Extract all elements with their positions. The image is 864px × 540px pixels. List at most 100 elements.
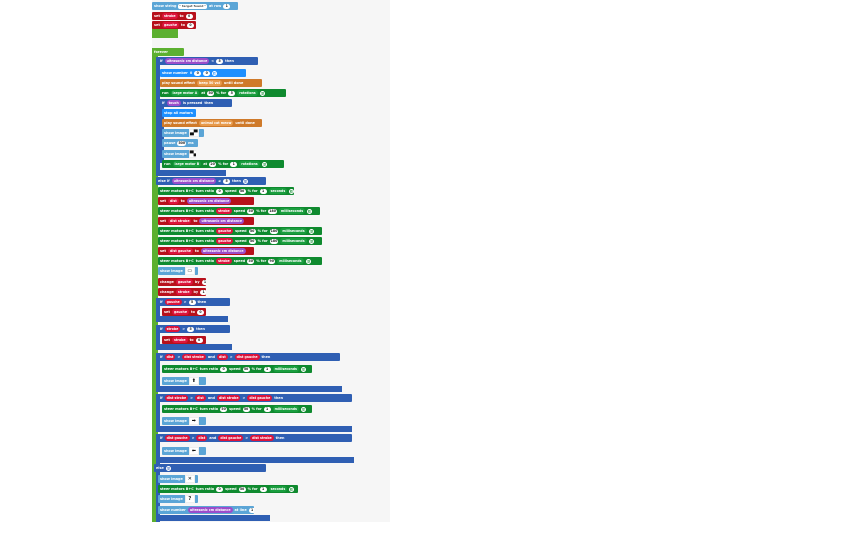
value-input[interactable]: 0 [203, 70, 211, 76]
dropdown-reporter[interactable]: milliseconds [280, 238, 307, 244]
variable-block[interactable]: set dist to ultrasonic cm distance [158, 197, 254, 205]
motor-block[interactable]: steer motors B+C turn ratio strobe speed 50%… [158, 257, 322, 265]
if-block[interactable]: if dist gauche > dist and dist gauche > dist st… [158, 434, 352, 442]
value-input[interactable]: 180 [269, 238, 279, 244]
dropdown-reporter[interactable]: touch [166, 100, 181, 106]
variable-block[interactable]: set dist strobe to ultrasonic cm distance [158, 217, 254, 225]
dropdown-reporter[interactable]: seconds [268, 188, 288, 194]
led-image-icon[interactable]: ➡ [188, 417, 199, 425]
collapse-icon[interactable]: ⊖ [242, 178, 248, 184]
value-input[interactable]: 5 [187, 326, 195, 332]
variable-block[interactable]: change strobe by 1 [158, 288, 206, 296]
value-input[interactable]: 50 [247, 258, 255, 264]
dropdown-reporter[interactable]: strobe [171, 337, 188, 343]
dropdown-reporter[interactable]: dist gauche [247, 395, 273, 401]
dropdown-reporter[interactable]: dist gauche [218, 435, 244, 441]
if-block[interactable]: if dist > dist strobe and dist > dist gauche the… [158, 353, 340, 361]
value-input[interactable]: 50 [242, 406, 250, 412]
collapse-icon[interactable]: ⊖ [259, 90, 265, 96]
dropdown-reporter[interactable]: ultrasonic cm distance [186, 198, 232, 204]
collapse-icon[interactable]: ⊖ [307, 208, 313, 214]
forever-block[interactable]: forever [152, 48, 184, 56]
if-block[interactable]: if ultrasonic cm distance <5 then [158, 57, 258, 65]
if-block[interactable]: if strobe >5 then [158, 325, 230, 333]
dropdown-reporter[interactable]: dist [216, 354, 228, 360]
value-input[interactable]: 5 [223, 178, 231, 184]
led-image-icon[interactable]: ▭ [184, 267, 195, 275]
basic-block[interactable]: show image ⬆ [162, 377, 206, 385]
value-input[interactable]: 5 [228, 90, 236, 96]
dropdown-reporter[interactable]: animal cat meow [198, 120, 234, 126]
dropdown-reporter[interactable]: strobe [161, 13, 178, 19]
variable-block[interactable]: change gauche by 1 [158, 278, 206, 286]
dropdown-reporter[interactable]: dist gauche [164, 435, 190, 441]
variable-block[interactable]: set gauche to 0 [152, 21, 196, 29]
dropdown-reporter[interactable]: large motor A [170, 90, 200, 96]
value-input[interactable]: 50 [220, 406, 228, 412]
led-image-icon[interactable]: ▀▄ [188, 150, 196, 158]
dropdown-reporter[interactable]: dist strobe [250, 435, 274, 441]
value-input[interactable]: 50 [248, 238, 256, 244]
value-input[interactable]: 50 [207, 90, 215, 96]
motor-block[interactable]: steer motors B+C turn ratio 50 speed 50% for… [162, 405, 312, 413]
dropdown-reporter[interactable]: dist strobe [182, 354, 206, 360]
variable-block[interactable]: set gauche to 0 [162, 308, 206, 316]
if-block[interactable]: if dist strobe > dist and dist strobe > dist ga… [158, 394, 352, 402]
basic-block[interactable]: show number ultrasonic cm distance at line… [158, 506, 254, 514]
value-input[interactable]: 0 [216, 486, 224, 492]
led-image-icon[interactable]: ✕ [184, 475, 195, 483]
value-input[interactable]: 0 [216, 188, 224, 194]
value-input[interactable]: 5 [188, 299, 196, 305]
variable-block[interactable]: set strobe to 0 [152, 12, 196, 20]
collapse-icon[interactable]: ⊖ [289, 188, 294, 194]
dropdown-reporter[interactable]: gauche [216, 238, 234, 244]
dropdown-reporter[interactable]: ultrasonic cm distance [187, 507, 233, 513]
if-block[interactable]: if gauche >5 then [158, 298, 230, 306]
dropdown-reporter[interactable]: milliseconds [272, 406, 299, 412]
value-input[interactable]: 50 [247, 208, 255, 214]
dropdown-reporter[interactable]: milliseconds [280, 228, 307, 234]
dropdown-reporter[interactable]: gauche [175, 279, 193, 285]
dropdown-reporter[interactable]: gauche [216, 228, 234, 234]
dropdown-reporter[interactable]: gauche [164, 299, 182, 305]
value-input[interactable]: 0 [220, 366, 228, 372]
value-input[interactable]: 180 [269, 228, 279, 234]
value-input[interactable]: 1 [259, 486, 267, 492]
motor-block[interactable]: steer motors B+C turn ratio strobe speed 50%… [158, 207, 320, 215]
collapse-icon[interactable]: ⊖ [261, 161, 267, 167]
value-input[interactable]: " target found " [178, 3, 207, 9]
value-input[interactable]: 1 [263, 406, 271, 412]
value-input[interactable]: 5 [216, 58, 224, 64]
dropdown-reporter[interactable]: dist gauche [234, 354, 260, 360]
value-input[interactable]: 1 [259, 188, 267, 194]
dropdown-reporter[interactable]: beep 50 vol [196, 80, 222, 86]
sound-block[interactable]: play sound effect beep 50 vol until done [160, 79, 262, 87]
value-input[interactable]: 1 [230, 161, 238, 167]
value-input[interactable]: 50 [238, 486, 246, 492]
collapse-icon[interactable]: ⊖ [165, 465, 171, 471]
expand-icon[interactable]: ⊕ [212, 70, 218, 76]
basic-block[interactable]: show image ▭ [158, 267, 198, 275]
value-input[interactable]: 1 [200, 289, 206, 295]
basic-block[interactable]: show image ▀▄ [162, 150, 196, 158]
value-input[interactable]: 90 [268, 258, 276, 264]
dropdown-reporter[interactable]: milliseconds [277, 258, 304, 264]
dropdown-reporter[interactable]: large motor B [172, 161, 202, 167]
collapse-icon[interactable]: ⊖ [308, 228, 314, 234]
basic-block[interactable]: pause 500 ms [162, 139, 198, 147]
basic-block[interactable]: show image ⬅ [162, 447, 206, 455]
value-input[interactable]: 0 [194, 70, 202, 76]
dropdown-reporter[interactable]: dist gauche [167, 248, 193, 254]
basic-block[interactable]: stop all motors [162, 109, 196, 117]
collapse-icon[interactable]: ⊖ [300, 406, 306, 412]
value-input[interactable]: 0 [196, 309, 204, 315]
basic-block[interactable]: show number 0 0 0 ⊕ [160, 69, 246, 77]
collapse-icon[interactable]: ⊖ [308, 238, 314, 244]
blocks-workspace[interactable]: show string " target found " at row 1 set str… [152, 0, 390, 522]
dropdown-reporter[interactable]: ultrasonic cm distance [200, 248, 246, 254]
dropdown-reporter[interactable]: dist strobe [167, 218, 192, 224]
led-image-icon[interactable]: ⬅ [188, 447, 199, 455]
dropdown-reporter[interactable]: rotations [237, 90, 258, 96]
